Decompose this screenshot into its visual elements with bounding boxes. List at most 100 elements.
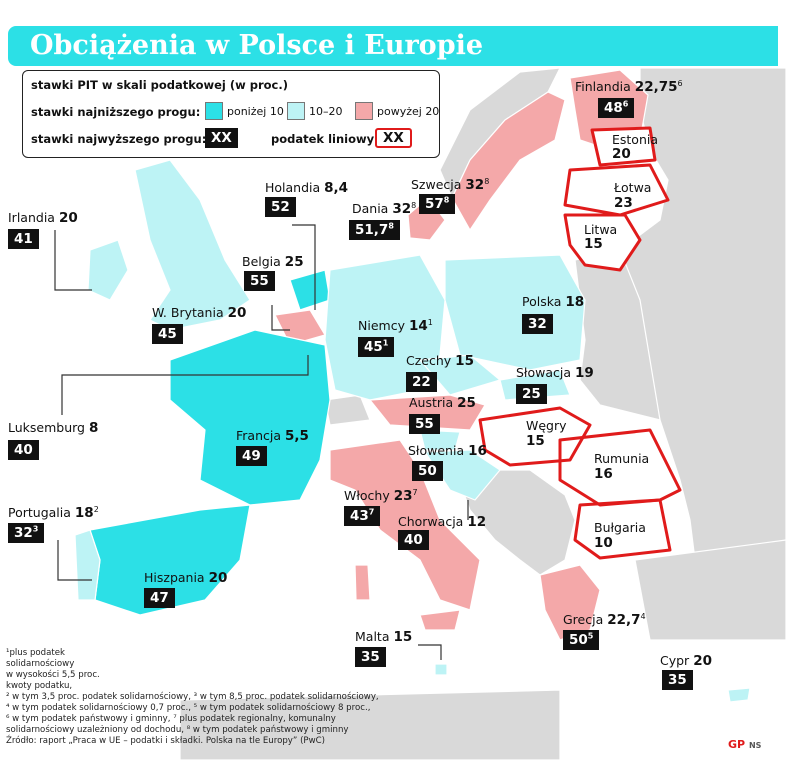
legend-high-label: powyżej 20 xyxy=(377,105,440,118)
value-wegry: 15 xyxy=(526,433,545,449)
box-austria: 55 xyxy=(409,414,440,434)
country-turkey xyxy=(634,539,786,641)
legend-highest-label: stawki najwyższego progu: xyxy=(31,132,207,146)
value-bulgaria: 10 xyxy=(594,535,613,551)
country-slovenia xyxy=(419,429,461,451)
country-malta xyxy=(434,663,448,676)
country-north-africa xyxy=(179,689,561,760)
leader-portugalia xyxy=(57,540,92,581)
label-irlandia: Irlandia 20 xyxy=(8,210,78,226)
box-holandia: 52 xyxy=(265,197,296,217)
country-sardinia xyxy=(354,564,371,601)
footnote-5: ² w tym 3,5 proc. podatek solidarnościow… xyxy=(6,692,379,702)
label-malta: Malta 15 xyxy=(355,629,413,645)
border-estonia xyxy=(590,126,657,167)
label-rumunia: Rumunia xyxy=(594,451,650,466)
footnote-4: kwoty podatku, xyxy=(6,681,73,691)
country-ireland xyxy=(87,239,129,301)
logo: GP NS xyxy=(728,738,761,751)
label-slowenia: Słowenia 16 xyxy=(408,443,487,459)
legend-swatch-low xyxy=(205,102,223,120)
label-luksemburg: Luksemburg 8 xyxy=(8,420,99,436)
box-luksemburg: 40 xyxy=(8,440,39,460)
leader-belgia xyxy=(271,305,290,331)
footnote-3: w wysokości 5,5 proc. xyxy=(6,670,100,680)
label-finlandia: Finlandia 22,756 xyxy=(575,79,683,96)
country-greece xyxy=(539,564,601,641)
leader-malta xyxy=(418,644,442,660)
footnote-source: Źródło: raport „Praca w UE – podatki i s… xyxy=(6,736,325,746)
label-austria: Austria 25 xyxy=(409,395,476,411)
box-wlochy: 437 xyxy=(344,506,381,526)
label-niemcy: Niemcy 141 xyxy=(358,318,433,335)
label-cypr: Cypr 20 xyxy=(660,653,712,669)
country-cyprus xyxy=(727,687,751,703)
label-dania: Dania 328 xyxy=(352,201,417,218)
country-sweden xyxy=(451,91,566,231)
label-w-brytania: W. Brytania 20 xyxy=(152,305,247,321)
label-czechy: Czechy 15 xyxy=(406,353,474,369)
legend-swatch-high xyxy=(355,102,373,120)
box-grecja: 505 xyxy=(563,630,600,650)
label-francja: Francja 5,5 xyxy=(236,428,309,444)
border-latvia xyxy=(563,163,670,217)
box-polska: 32 xyxy=(522,314,553,334)
legend-low-label: poniżej 10 xyxy=(227,105,284,118)
country-portugal xyxy=(74,529,101,601)
logo-agency: NS xyxy=(748,741,762,750)
box-hiszpania: 47 xyxy=(144,588,175,608)
legend-heading: stawki PIT w skali podatkowej (w proc.) xyxy=(31,78,289,92)
border-bulgaria xyxy=(573,498,672,560)
country-poland xyxy=(444,254,586,371)
legend-highest-sample: XX xyxy=(205,128,238,148)
legend-flat-label: podatek liniowy: xyxy=(271,132,379,146)
value-rumunia: 16 xyxy=(594,466,613,482)
footnote-2: solidarnościowy xyxy=(6,659,75,669)
value-litwa: 15 xyxy=(584,236,603,252)
label-estonia: Estonia xyxy=(612,132,659,147)
value-lotwa: 23 xyxy=(614,195,633,211)
value-estonia: 20 xyxy=(612,146,631,162)
label-slowacja: Słowacja 19 xyxy=(516,365,594,381)
label-polska: Polska 18 xyxy=(522,294,585,310)
box-slowacja: 25 xyxy=(516,384,547,404)
leader-luksemburg xyxy=(61,355,309,415)
label-wlochy: Włochy 237 xyxy=(344,488,418,505)
label-portugalia: Portugalia 182 xyxy=(8,505,99,522)
legend-flat-sample: XX xyxy=(375,128,412,148)
footnote-8: solidarnościowy uzależniony od dochodu, … xyxy=(6,725,349,735)
legend-mid-label: 10–20 xyxy=(309,105,343,118)
box-czechy: 22 xyxy=(406,372,437,392)
country-balkans xyxy=(454,469,576,576)
leader-ireland xyxy=(54,230,92,291)
box-niemcy: 451 xyxy=(358,337,395,357)
title-bar xyxy=(8,26,778,66)
box-w-brytania: 45 xyxy=(152,324,183,344)
label-wegry: Węgry xyxy=(526,418,567,433)
box-slowenia: 50 xyxy=(412,461,443,481)
box-portugalia: 323 xyxy=(8,523,45,543)
box-malta: 35 xyxy=(355,647,386,667)
box-belgia: 55 xyxy=(244,271,275,291)
leader-holandia xyxy=(292,224,316,310)
box-cypr: 35 xyxy=(662,670,693,690)
label-hiszpania: Hiszpania 20 xyxy=(144,570,228,586)
label-litwa: Litwa xyxy=(584,222,618,237)
country-sicily xyxy=(419,609,461,631)
border-hungary xyxy=(478,406,592,467)
box-szwecja: 578 xyxy=(419,194,456,214)
box-dania: 51,78 xyxy=(349,220,400,240)
legend: stawki PIT w skali podatkowej (w proc.) … xyxy=(22,70,440,158)
footnote-6: ⁴ w tym podatek solidarnościowy 0,7 proc… xyxy=(6,703,371,713)
box-chorwacja: 40 xyxy=(398,530,429,550)
label-grecja: Grecja 22,74 xyxy=(563,612,646,629)
country-austria xyxy=(369,394,486,431)
label-lotwa: Łotwa xyxy=(614,180,652,195)
border-lithuania xyxy=(563,213,642,272)
country-croatia xyxy=(424,449,501,501)
country-uk xyxy=(134,159,251,331)
legend-swatch-mid xyxy=(287,102,305,120)
label-bulgaria: Bułgaria xyxy=(594,520,646,535)
logo-mark: GP xyxy=(728,738,746,751)
country-switzerland xyxy=(324,394,371,426)
